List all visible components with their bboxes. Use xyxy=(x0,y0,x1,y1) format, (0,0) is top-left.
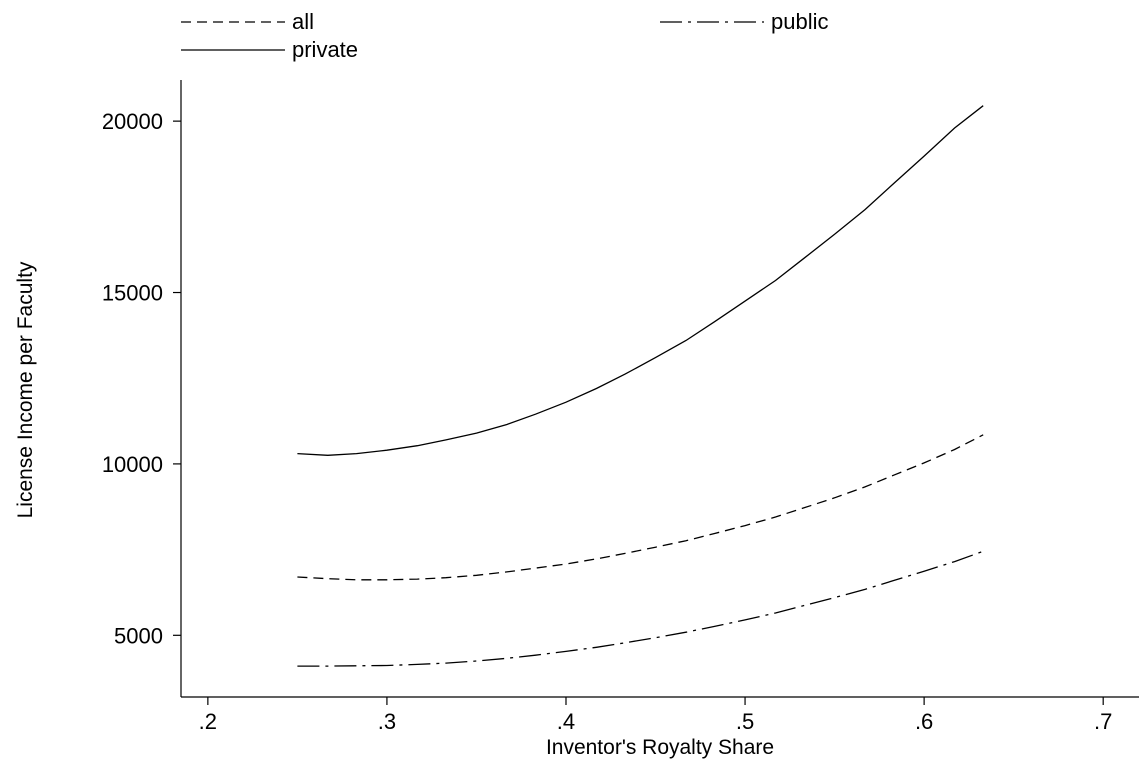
series-layer xyxy=(297,105,984,667)
series-line-all xyxy=(297,434,984,581)
y-tick-label: 10000 xyxy=(102,452,163,477)
series-line-private xyxy=(297,105,984,456)
x-tick-label: .7 xyxy=(1094,709,1112,734)
y-tick-label: 15000 xyxy=(102,281,163,306)
legend: all public private xyxy=(181,9,828,62)
ticks: .2 .3 .4 .5 .6 .7 5000 10000 15000 20000 xyxy=(102,109,1113,734)
y-tick-label: 20000 xyxy=(102,109,163,134)
series-line-public xyxy=(297,550,984,667)
x-tick-label: .4 xyxy=(557,709,575,734)
legend-label-public: public xyxy=(771,9,828,34)
legend-label-private: private xyxy=(292,37,358,62)
x-tick-label: .2 xyxy=(199,709,217,734)
x-tick-label: .6 xyxy=(915,709,933,734)
y-tick-label: 5000 xyxy=(114,623,163,648)
x-tick-label: .5 xyxy=(736,709,754,734)
axes xyxy=(180,80,1139,698)
x-axis-title: Inventor's Royalty Share xyxy=(546,736,774,759)
legend-label-all: all xyxy=(292,9,314,34)
y-axis-title: License Income per Faculty xyxy=(14,261,37,518)
x-tick-label: .3 xyxy=(378,709,396,734)
